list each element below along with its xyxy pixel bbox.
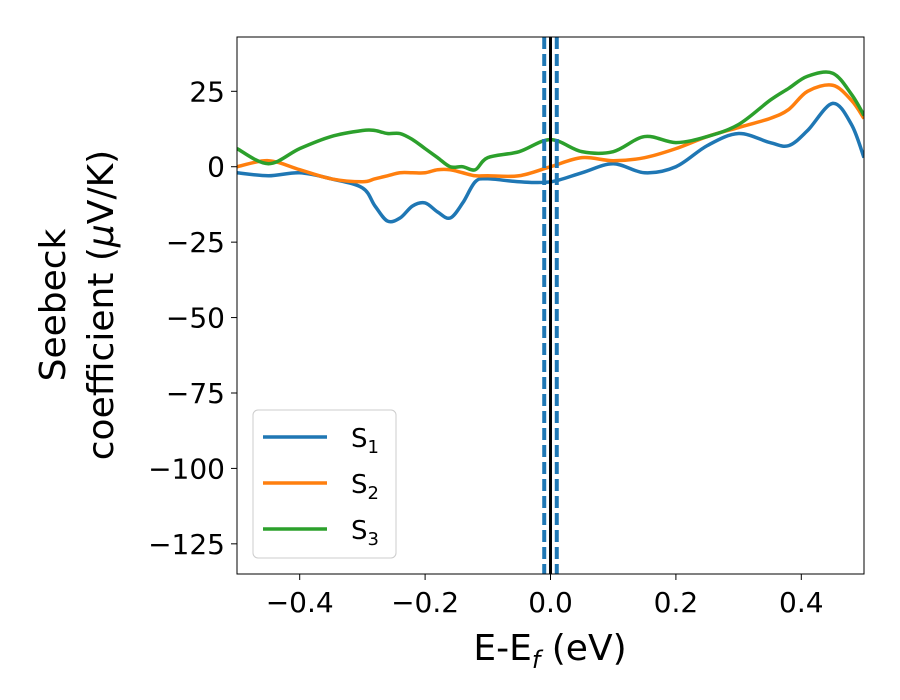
y-tick-label: −75 xyxy=(166,377,225,410)
x-axis-ticks: −0.4 −0.2 0.0 0.2 0.4 xyxy=(266,574,824,619)
x-axis-label: E-Ef (eV) xyxy=(473,628,626,674)
y-axis-label-line2-tail: V/K) xyxy=(81,150,122,224)
y-tick-label: 0 xyxy=(207,151,225,184)
series-line-s3 xyxy=(237,70,864,172)
y-axis-ticks: 25 0 −25 −50 −75 −100 −125 xyxy=(148,75,237,561)
x-tick-label: 0.4 xyxy=(779,586,824,619)
y-axis-label-line2-mu: μ xyxy=(81,224,122,248)
y-axis-label-line2: coefficient (μV/K) xyxy=(81,150,122,460)
x-axis-label-main: E-E xyxy=(473,628,531,669)
x-tick-label: −0.2 xyxy=(391,586,459,619)
series-layer xyxy=(237,70,864,224)
x-tick-label: 0.2 xyxy=(654,586,699,619)
legend: S1 S2 S3 xyxy=(252,409,397,559)
y-tick-label: −25 xyxy=(166,226,225,259)
y-tick-label: −50 xyxy=(166,302,225,335)
y-tick-label: −100 xyxy=(148,452,225,485)
y-axis-label-line1: Seebeck xyxy=(33,228,74,381)
y-tick-label: −125 xyxy=(148,528,225,561)
legend-label: S3 xyxy=(351,516,379,550)
x-tick-label: −0.4 xyxy=(266,586,334,619)
series-line-s2 xyxy=(237,83,864,184)
y-tick-label: 25 xyxy=(189,75,225,108)
legend-label: S1 xyxy=(351,424,379,458)
y-axis-label-line2-main: coefficient ( xyxy=(81,247,122,460)
x-tick-label: 0.0 xyxy=(528,586,573,619)
series-line-s1 xyxy=(237,101,864,224)
y-axis-label: Seebeck coefficient (μV/K) xyxy=(33,150,122,460)
x-axis-label-tail: (eV) xyxy=(540,628,626,669)
vline-layer xyxy=(542,37,559,574)
legend-label: S2 xyxy=(351,470,379,504)
